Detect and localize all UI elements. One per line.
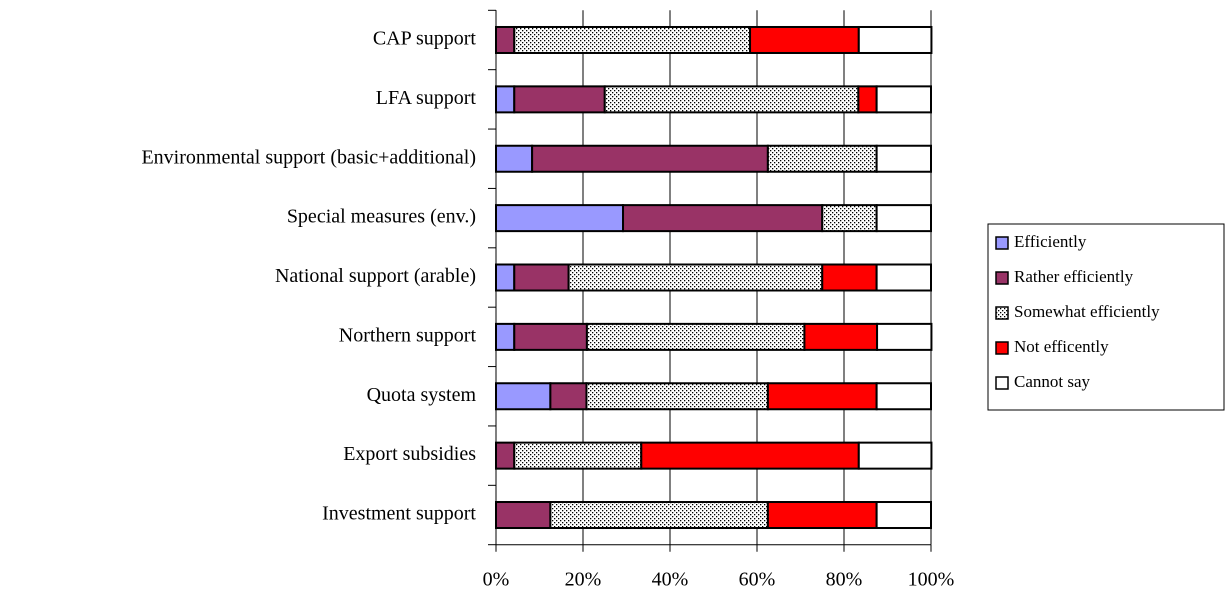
bar-segment [749,25,860,54]
y-tick-label: CAP support [373,28,477,50]
legend-label: Efficiently [1014,232,1087,251]
bar-segment [857,85,878,114]
x-tick-label: 20% [565,568,602,590]
bar-segment [622,204,824,233]
bar-segment [857,441,933,470]
bar-segment [803,322,879,351]
bar-segment [549,501,769,530]
bar-segment [875,204,932,233]
bar-segment [857,25,933,54]
bar-segment [766,501,878,530]
bar-segment [585,322,806,351]
bar-segment [821,204,878,233]
bar-segment [875,144,932,173]
legend-swatch [995,306,1009,320]
bar-segment [875,501,932,530]
y-tick-label: Special measures (env.) [287,206,476,228]
bar-segment [495,144,534,173]
bar-segment [513,25,752,54]
x-tick-label: 60% [739,568,776,590]
bar-segment [513,322,588,351]
x-tick-label: 80% [826,568,863,590]
y-tick-label: Northern support [339,324,477,346]
bar-segment [513,441,643,470]
y-tick-label: National support (arable) [275,265,476,287]
y-tick-label: Quota system [367,384,477,406]
x-tick-label: 40% [652,568,689,590]
legend-swatch [995,376,1009,390]
y-tick-label: LFA support [376,87,477,109]
bar-segment [495,501,552,530]
bar-segment [495,25,516,54]
bar-segment [495,382,552,411]
y-tick-label: Environmental support (basic+additional) [141,146,476,168]
bar-segment [513,85,606,114]
y-tick-label: Investment support [322,503,476,525]
bar-segment [495,85,516,114]
legend-label: Not efficently [1014,337,1109,356]
bar-segment [495,322,516,351]
bar-segment [875,263,932,292]
bar-segment [585,382,769,411]
bar-segment [875,382,932,411]
bar-segment [821,263,878,292]
legend-box [987,223,1225,411]
bar-segment [495,263,516,292]
legend-swatch [995,236,1009,250]
bar-segment [640,441,860,470]
bar-segment [495,441,516,470]
legend-label: Somewhat efficiently [1014,302,1160,321]
bar-segment [766,144,878,173]
bar-segment [495,204,625,233]
legend-swatch [995,341,1009,355]
bar-segment [567,263,824,292]
legend-label: Rather efficiently [1014,267,1134,286]
bar-segment [531,144,769,173]
bar-segment [549,382,588,411]
x-tick-label: 100% [908,568,955,590]
legend-swatch [995,271,1009,285]
bar-segment [766,382,878,411]
bar-segment [513,263,570,292]
y-tick-label: Export subsidies [343,443,476,465]
bar-segment [603,85,860,114]
bar-segment [875,85,932,114]
bar-segment [876,322,933,351]
legend-label: Cannot say [1014,372,1091,391]
x-tick-label: 0% [483,568,510,590]
